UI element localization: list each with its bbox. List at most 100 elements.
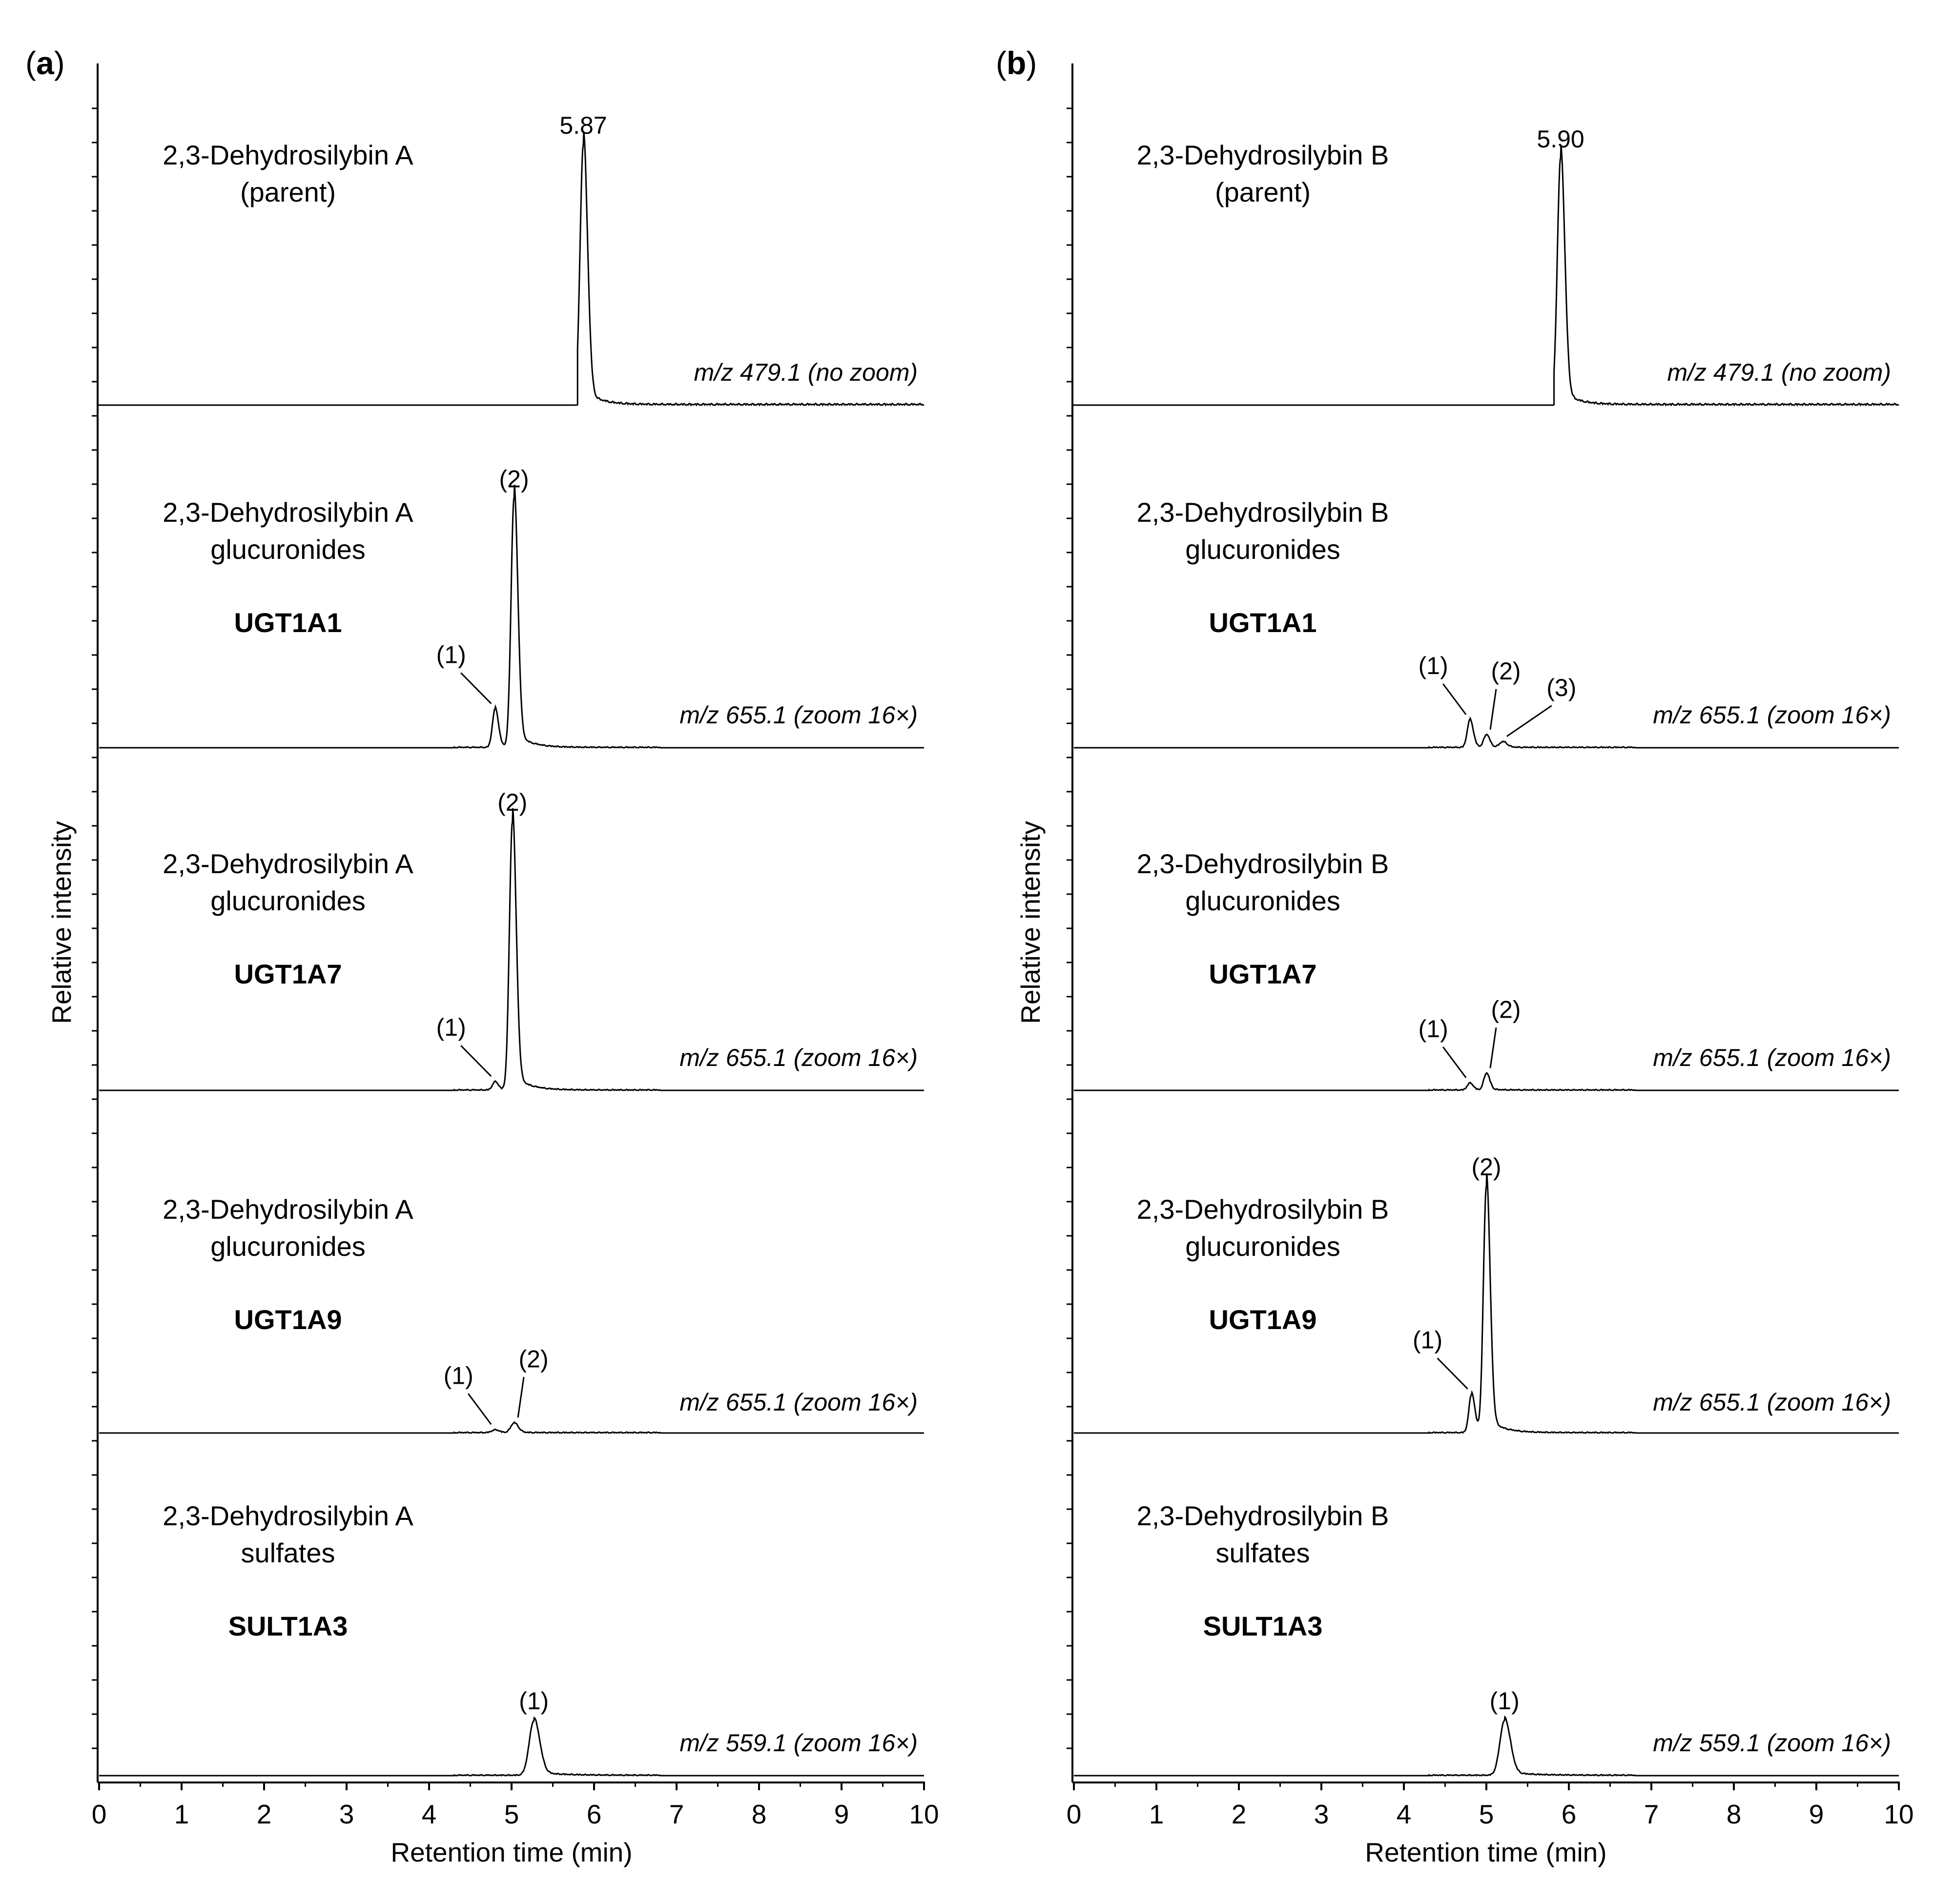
peak-label: (2): [1471, 1153, 1501, 1181]
peak-leader-line: [1442, 683, 1467, 715]
trace-mz: m/z 559.1 (zoom 16×): [679, 1729, 918, 1757]
peak-label: 5.90: [1537, 125, 1584, 153]
peak-label: 5.87: [559, 112, 607, 139]
peak-leader-line: [1489, 689, 1497, 730]
trace-subtitle: sulfates: [1216, 1537, 1310, 1568]
peak-leader-line: [517, 1377, 525, 1418]
peak-label: (1): [1413, 1327, 1442, 1354]
x-tick-label: 7: [669, 1799, 684, 1829]
x-tick-label: 10: [909, 1799, 939, 1829]
trace-subtitle: glucuronides: [210, 534, 366, 565]
peak-label: (2): [1491, 657, 1521, 685]
x-tick-label: 4: [422, 1799, 437, 1829]
trace-label-group: 2,3-Dehydrosilybin B sulfates SULT1A3 m/…: [1137, 1500, 1891, 1757]
trace-line: [99, 1716, 924, 1777]
trace-mz: m/z 655.1 (zoom 16×): [679, 1044, 918, 1071]
trace-line: [99, 485, 924, 749]
trace-title: 2,3-Dehydrosilybin A: [163, 848, 413, 879]
trace-mz: m/z 655.1 (zoom 16×): [679, 701, 918, 729]
trace-enzyme: UGT1A9: [1209, 1304, 1317, 1335]
trace-label-group: 2,3-Dehydrosilybin B glucuronides UGT1A9…: [1137, 1194, 1891, 1416]
trace-line: [1074, 1071, 1899, 1092]
x-tick-label: 5: [504, 1799, 519, 1829]
trace-mz: m/z 559.1 (zoom 16×): [1653, 1729, 1891, 1757]
trace-enzyme: SULT1A3: [228, 1611, 348, 1641]
x-tick-label: 3: [1314, 1799, 1329, 1829]
trace-label-group: 2,3-Dehydrosilybin B glucuronides UGT1A7…: [1137, 848, 1891, 1071]
trace-subtitle: (parent): [240, 177, 336, 207]
trace-title: 2,3-Dehydrosilybin B: [1137, 1500, 1389, 1531]
trace-enzyme: UGT1A7: [234, 959, 342, 989]
x-tick-label: 10: [1884, 1799, 1913, 1829]
x-tick-label: 0: [1067, 1799, 1082, 1829]
trace-mz: m/z 655.1 (zoom 16×): [1653, 1389, 1891, 1416]
trace-subtitle: glucuronides: [1185, 1231, 1340, 1262]
peak-label: (1): [436, 641, 466, 669]
trace-label-group: 2,3-Dehydrosilybin B (parent) m/z 479.1 …: [1137, 140, 1891, 386]
panel-a-label: (a): [25, 45, 65, 81]
trace-label-group: 2,3-Dehydrosilybin A glucuronides UGT1A1…: [163, 497, 918, 729]
trace-line: [99, 808, 924, 1092]
trace-line: [1074, 1173, 1899, 1434]
trace-label-group: 2,3-Dehydrosilybin A glucuronides UGT1A9…: [163, 1194, 918, 1416]
peak-leader-line: [1437, 1357, 1468, 1390]
trace-subtitle: glucuronides: [210, 885, 366, 916]
trace-title: 2,3-Dehydrosilybin A: [163, 497, 413, 528]
trace-title: 2,3-Dehydrosilybin A: [163, 1500, 413, 1531]
trace-title: 2,3-Dehydrosilybin A: [163, 1194, 413, 1225]
peak-leader-line: [1442, 1046, 1467, 1078]
trace-label-group: 2,3-Dehydrosilybin B glucuronides UGT1A1…: [1137, 497, 1891, 729]
trace-subtitle: glucuronides: [1185, 885, 1340, 916]
peak-leader-line: [460, 1045, 492, 1077]
trace-line: [1074, 716, 1899, 749]
x-tick-label: 6: [1562, 1799, 1577, 1829]
trace-enzyme: UGT1A9: [234, 1304, 342, 1335]
trace-title: 2,3-Dehydrosilybin B: [1137, 140, 1389, 170]
peak-label: (1): [1419, 652, 1448, 679]
trace-mz: m/z 479.1 (no zoom): [1667, 359, 1891, 386]
trace-label-group: 2,3-Dehydrosilybin A sulfates SULT1A3 m/…: [163, 1500, 918, 1757]
x-axis-title: Retention time (min): [391, 1837, 632, 1867]
trace-title: 2,3-Dehydrosilybin B: [1137, 848, 1389, 879]
trace-line: [1074, 1715, 1899, 1777]
x-tick-label: 2: [1232, 1799, 1247, 1829]
x-tick-label: 1: [1149, 1799, 1164, 1829]
peak-label: (1): [436, 1014, 466, 1041]
trace-title: 2,3-Dehydrosilybin A: [163, 140, 413, 170]
trace-title: 2,3-Dehydrosilybin B: [1137, 1194, 1389, 1225]
peak-label: (1): [1419, 1015, 1448, 1043]
peak-leader-line: [1489, 1027, 1497, 1068]
x-tick-label: 0: [92, 1799, 107, 1829]
x-tick-label: 1: [174, 1799, 189, 1829]
x-tick-label: 8: [1727, 1799, 1742, 1829]
peak-leader-line: [467, 1393, 492, 1425]
peak-label: (2): [519, 1345, 549, 1372]
trace-enzyme: UGT1A1: [234, 607, 342, 638]
x-tick-label: 2: [257, 1799, 272, 1829]
y-axis-title: Relative intensity: [46, 821, 77, 1024]
x-tick-label: 7: [1644, 1799, 1659, 1829]
peak-label: (2): [499, 465, 529, 492]
trace-mz: m/z 655.1 (zoom 16×): [1653, 1044, 1891, 1071]
trace-enzyme: UGT1A1: [1209, 607, 1317, 638]
peak-label: (1): [1490, 1687, 1520, 1715]
x-tick-label: 9: [834, 1799, 849, 1829]
chart-marks: 0 1 2 3 4 5 6 7 8 9 10 5.87 (1) (2) (1) (2) (1) (2) (1) 0 1 2…: [92, 63, 1914, 1829]
peak-leader-line: [460, 672, 492, 704]
trace-subtitle: (parent): [1215, 177, 1311, 207]
trace-mz: m/z 479.1 (no zoom): [694, 359, 918, 386]
trace-line: [99, 1421, 924, 1434]
peak-label: (3): [1546, 674, 1576, 701]
panel-b: Relative intensity Retention time (min) …: [1015, 140, 1891, 1867]
x-tick-label: 5: [1479, 1799, 1494, 1829]
trace-subtitle: glucuronides: [210, 1231, 366, 1262]
trace-mz: m/z 655.1 (zoom 16×): [1653, 701, 1891, 729]
peak-label: (1): [519, 1687, 549, 1715]
trace-subtitle: glucuronides: [1185, 534, 1340, 565]
trace-line: [1553, 145, 1899, 407]
trace-subtitle: sulfates: [241, 1537, 335, 1568]
trace-label-group: 2,3-Dehydrosilybin A (parent) m/z 479.1 …: [163, 140, 918, 386]
x-tick-label: 9: [1809, 1799, 1824, 1829]
peak-leader-line: [1506, 705, 1552, 737]
